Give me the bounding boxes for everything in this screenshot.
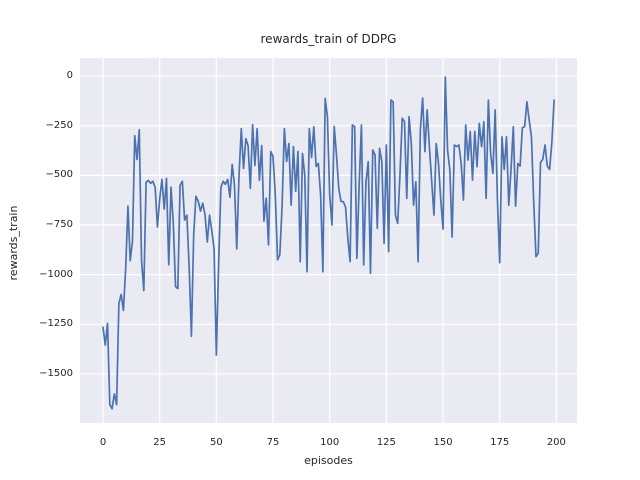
x-tick-label: 175: [490, 437, 510, 448]
y-tick-label: −1250: [39, 318, 73, 330]
x-axis-label: episodes: [304, 454, 353, 467]
y-axis-label: rewards_train: [7, 205, 20, 281]
y-tick-label: −1500: [39, 367, 73, 379]
axes-background: [80, 58, 577, 423]
y-tick-label: −250: [45, 119, 73, 131]
x-tick-label: 125: [376, 437, 396, 448]
x-tick-label: 25: [153, 437, 167, 448]
x-tick-label: 50: [209, 437, 223, 448]
x-tick-label: 75: [266, 437, 280, 448]
x-tick-label: 0: [99, 437, 107, 448]
x-tick-label: 150: [433, 437, 453, 448]
y-tick-label: 0: [66, 70, 73, 82]
y-tick-label: −500: [45, 169, 73, 181]
x-tick-label: 100: [320, 437, 340, 448]
y-tick-label: −750: [45, 219, 73, 230]
chart-title: rewards_train of DDPG: [260, 32, 397, 46]
x-tick-label: 200: [546, 437, 566, 448]
reward-line-series: [102, 76, 555, 410]
y-tick-label: −1000: [39, 268, 73, 280]
